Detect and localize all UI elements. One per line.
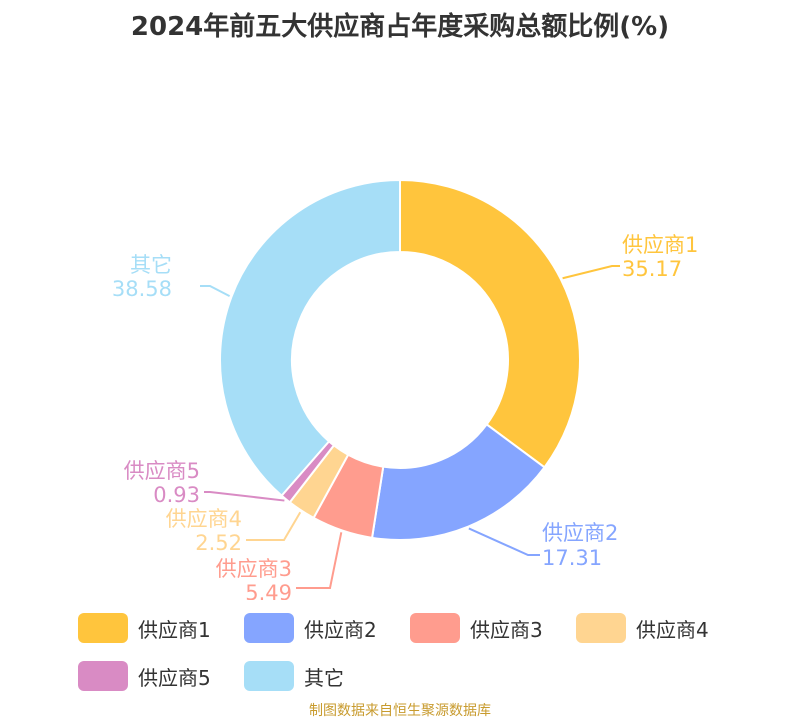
legend-item[interactable]: 供应商4 [576,612,709,644]
slice-其它 [219,178,401,498]
slice-label-name: 供应商5 [124,459,200,483]
slice-label-value: 38.58 [112,277,172,301]
callout-line [246,511,302,541]
legend-label: 其它 [304,665,344,690]
legend-swatch [78,613,128,643]
callout-line [204,491,285,502]
legend-label: 供应商4 [636,617,709,642]
legend-label: 供应商1 [138,617,211,642]
legend-label: 供应商5 [138,665,211,690]
callout-line [562,265,620,280]
slice-label-name: 供应商2 [542,521,618,545]
chart-title: 2024年前五大供应商占年度采购总额比例(%) [130,12,670,42]
slice-label-value: 0.93 [153,483,200,507]
legend-label: 供应商2 [304,617,377,642]
callout-line [200,285,231,297]
slice-label-value: 17.31 [542,546,602,570]
legend-swatch [410,613,460,643]
legend-swatch [244,661,294,691]
slice-label-name: 其它 [130,253,172,277]
legend-item[interactable]: 供应商1 [78,612,211,644]
legend-label: 供应商3 [470,617,543,642]
legend-swatch [244,613,294,643]
legend-swatch [78,661,128,691]
slice-供应商1 [399,178,581,469]
legend-item[interactable]: 其它 [244,660,344,692]
slice-label-value: 35.17 [622,257,682,281]
callout-line [468,527,540,556]
legend-item[interactable]: 供应商3 [410,612,543,644]
legend-item[interactable]: 供应商5 [78,660,211,692]
legend-item[interactable]: 供应商2 [244,612,377,644]
source-note: 制图数据来自恒生聚源数据库 [309,703,491,719]
legend-swatch [576,613,626,643]
slice-label-value: 5.49 [245,581,292,600]
callout-line [296,532,343,589]
slice-label-name: 供应商3 [216,557,292,581]
slice-label-name: 供应商4 [166,507,242,531]
slice-label-value: 2.52 [195,531,242,555]
slice-label-name: 供应商1 [622,233,698,257]
legend: 供应商1 供应商2 供应商3 供应商4 供应商5 其它 [0,606,800,696]
